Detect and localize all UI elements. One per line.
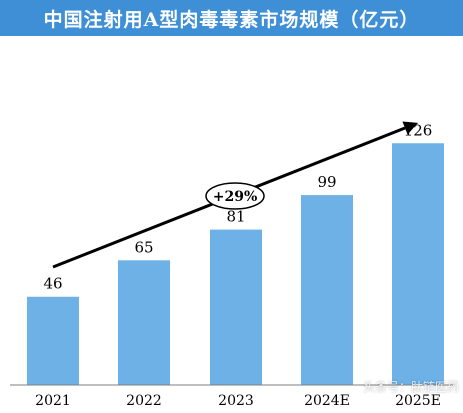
bar-2025E [392,143,444,385]
bar-2023 [210,229,262,385]
title-bar: 中国注射用A型肉毒毒素市场规模（亿元） [0,0,463,36]
value-label-2021: 46 [43,275,62,293]
growth-annotation: +29% [205,182,265,210]
growth-label: +29% [213,189,258,205]
value-label-2022: 65 [134,238,153,256]
trend-arrow-head [402,121,419,135]
x-tick-2025E: 2025E [395,393,441,409]
value-label-2024E: 99 [317,173,336,191]
bars-layer [27,143,444,385]
x-tick-2021: 2021 [35,393,71,409]
bar-2024E [301,195,353,385]
bar-2022 [118,260,170,385]
x-tick-2024E: 2024E [304,393,350,409]
bar-2021 [27,296,79,385]
x-tick-2023: 2023 [218,393,254,409]
value-label-2023: 81 [226,208,245,226]
chart-title: 中国注射用A型肉毒毒素市场规模（亿元） [43,8,420,31]
x-tick-2022: 2022 [126,393,162,409]
x-tick-labels-layer: 2021 2022 2023 2024E 2025E [35,393,441,409]
growth-ellipse [205,182,265,210]
footer-watermark: 头条号：肽链医药 [362,380,459,394]
